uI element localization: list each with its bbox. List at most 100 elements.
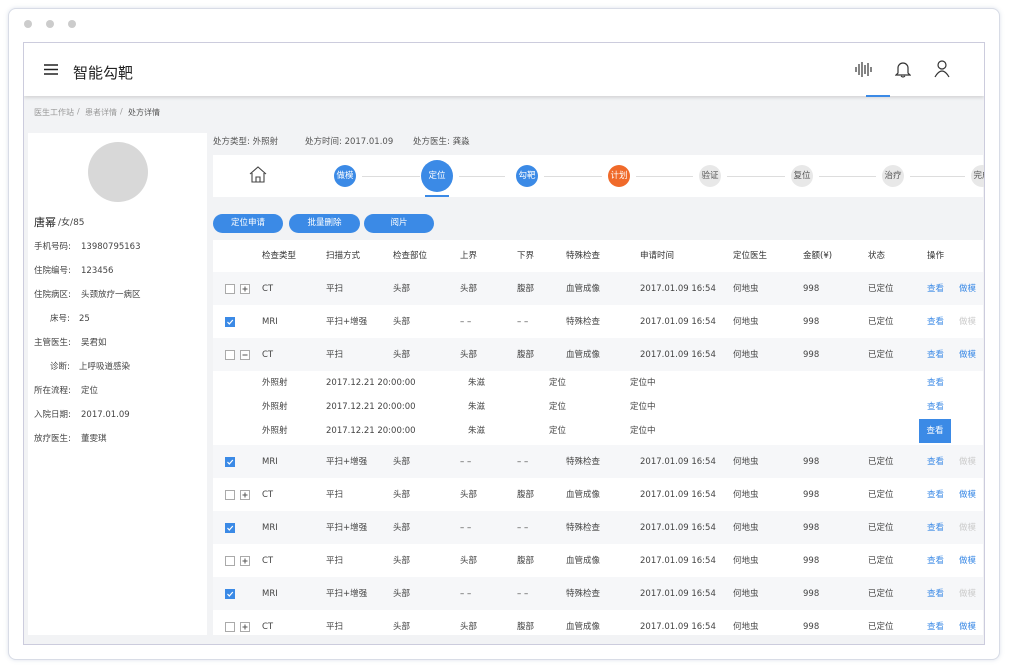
- action-btn[interactable]: 定位申请: [213, 214, 283, 233]
- action-btn[interactable]: 批量删除: [289, 214, 360, 233]
- table-cell: 已定位: [868, 456, 894, 467]
- app-window: 智能勾靶 医生工作站 / 患者详情 / 处方详情 唐幂/女/85 手机号码: 13980795…: [23, 42, 985, 645]
- table-cell: 2017.01.09 16:54: [640, 316, 716, 327]
- table-cell: 已定位: [868, 489, 894, 500]
- row-action[interactable]: 查看: [927, 456, 945, 467]
- step[interactable]: 勾靶: [516, 165, 538, 187]
- table-cell: CT: [262, 349, 274, 360]
- table-cell: 腹部: [517, 349, 535, 360]
- user-icon[interactable]: [934, 60, 950, 78]
- checkbox[interactable]: [225, 349, 235, 360]
- step-connector[interactable]: [362, 176, 420, 177]
- sub-row-action[interactable]: 查看: [919, 419, 951, 443]
- action-btn[interactable]: 阅片: [364, 214, 434, 233]
- table-cell: CT: [262, 489, 274, 500]
- table-cell: 腹部: [517, 283, 535, 294]
- table-cell: 特殊检查: [566, 588, 601, 599]
- row-action[interactable]: 做模: [959, 588, 977, 599]
- table-cell: 平扫: [326, 283, 344, 294]
- step-connector[interactable]: [910, 176, 965, 177]
- row-bg: [213, 577, 983, 610]
- row-action[interactable]: 查看: [927, 489, 945, 500]
- sub-cell: 朱滋: [468, 378, 486, 388]
- table-cell: 头部: [393, 621, 411, 632]
- voice-icon[interactable]: [855, 62, 873, 77]
- table-cell: 何地虫: [733, 555, 759, 566]
- step[interactable]: 治疗: [882, 165, 904, 187]
- step[interactable]: 定位: [421, 160, 453, 192]
- step-connector[interactable]: [544, 176, 602, 177]
- row-action[interactable]: 做模: [959, 621, 977, 632]
- step[interactable]: 完成: [971, 165, 984, 187]
- window-dot: [24, 20, 32, 28]
- table-header: 特殊检查: [566, 251, 601, 261]
- sub-row-action[interactable]: 查看: [927, 378, 945, 388]
- bell-icon[interactable]: [895, 60, 911, 78]
- checkbox[interactable]: [225, 555, 235, 566]
- menu-icon[interactable]: [44, 64, 58, 75]
- checkbox[interactable]: [225, 489, 235, 500]
- header-bar: 智能勾靶: [24, 43, 984, 97]
- expand-toggle[interactable]: [240, 349, 250, 360]
- row-action[interactable]: 查看: [927, 349, 945, 360]
- row-action[interactable]: 查看: [927, 283, 945, 294]
- expand-toggle[interactable]: [240, 283, 250, 294]
- row-action[interactable]: 查看: [927, 555, 945, 566]
- checkbox[interactable]: [225, 522, 235, 533]
- step-connector[interactable]: [459, 176, 505, 177]
- checkbox[interactable]: [225, 283, 235, 294]
- table-cell: MRI: [262, 316, 278, 327]
- step-underline[interactable]: [425, 195, 449, 197]
- table-cell: 头部: [460, 349, 478, 360]
- table-cell: 2017.01.09 16:54: [640, 522, 716, 533]
- step-connector[interactable]: [819, 176, 876, 177]
- sub-row-action[interactable]: 查看: [927, 402, 945, 412]
- step[interactable]: 复位: [791, 165, 813, 187]
- patient-field-value: 2017.01.09: [81, 410, 130, 420]
- step-connector[interactable]: [636, 176, 693, 177]
- breadcrumb-separator: /: [77, 107, 80, 116]
- window-dot: [68, 20, 76, 28]
- expand-toggle[interactable]: [240, 489, 250, 500]
- row-action[interactable]: 查看: [927, 588, 945, 599]
- prescription-info: 处方医生: 龚淼: [413, 137, 470, 147]
- patient-field-value: 吴君如: [81, 338, 107, 348]
- sub-cell: 定位中: [630, 402, 656, 412]
- row-action[interactable]: 查看: [927, 316, 945, 327]
- row-action[interactable]: 做模: [959, 283, 977, 294]
- patient-field-label: 所在流程:: [34, 386, 71, 396]
- patient-field-value: 123456: [81, 266, 114, 276]
- patient-field-label: 诊断:: [50, 362, 70, 372]
- row-action[interactable]: 做模: [959, 489, 977, 500]
- sub-cell: 2017.12.21 20:00:00: [326, 426, 416, 436]
- step[interactable]: 计划: [608, 165, 630, 187]
- row-action[interactable]: 做模: [959, 349, 977, 360]
- table-cell: 2017.01.09 16:54: [640, 621, 716, 632]
- row-action[interactable]: 做模: [959, 456, 977, 467]
- checkbox[interactable]: [225, 456, 235, 467]
- row-action[interactable]: 做模: [959, 555, 977, 566]
- row-action[interactable]: 做模: [959, 316, 977, 327]
- prescription-info: 处方类型: 外照射: [213, 137, 279, 147]
- step[interactable]: 做模: [334, 165, 356, 187]
- step-connector[interactable]: [727, 176, 785, 177]
- checkbox[interactable]: [225, 588, 235, 599]
- row-action[interactable]: 查看: [927, 621, 945, 632]
- checkbox[interactable]: [225, 316, 235, 327]
- table-cell: 血管成像: [566, 283, 601, 294]
- checkbox[interactable]: [225, 621, 235, 632]
- table-cell: – –: [517, 588, 529, 599]
- table-cell: 腹部: [517, 555, 535, 566]
- expand-toggle[interactable]: [240, 621, 250, 632]
- patient-field-label: 主管医生:: [34, 338, 71, 348]
- step[interactable]: 验证: [699, 165, 721, 187]
- table-cell: 已定位: [868, 283, 894, 294]
- table-cell: 998: [803, 522, 820, 533]
- table-cell: – –: [460, 316, 472, 327]
- row-action[interactable]: 做模: [959, 522, 977, 533]
- row-action[interactable]: 查看: [927, 522, 945, 533]
- table-cell: CT: [262, 283, 274, 294]
- patient-field-value: 定位: [81, 386, 99, 396]
- expand-toggle[interactable]: [240, 555, 250, 566]
- table-cell: 已定位: [868, 522, 894, 533]
